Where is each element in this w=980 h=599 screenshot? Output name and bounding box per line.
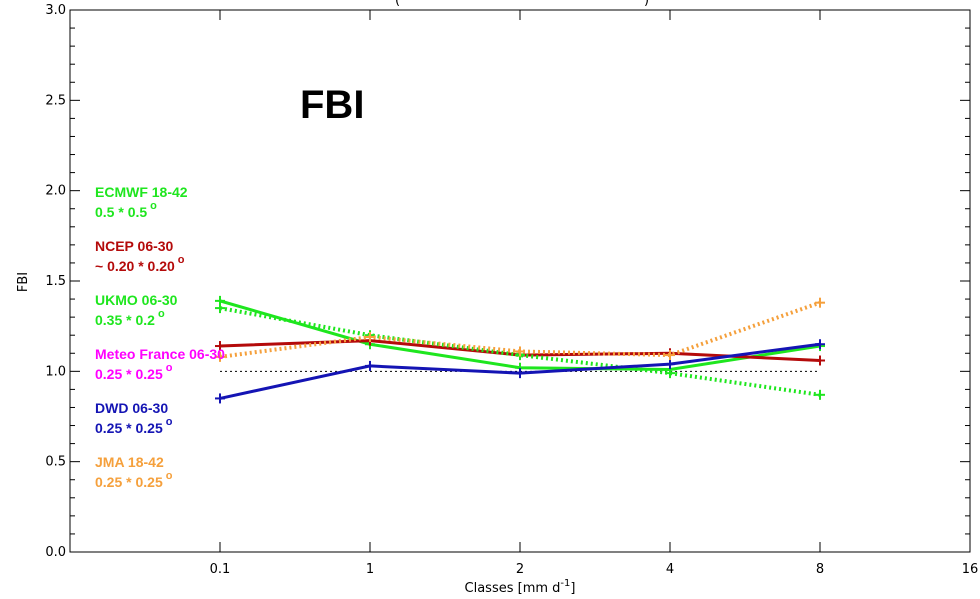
- x-axis: 0.1 1 2 4 8 16: [210, 10, 979, 577]
- y-tick-label: 1.5: [45, 274, 66, 289]
- data-point-marker: [515, 368, 525, 379]
- legend-resolution: 0.5 * 0.5 o: [95, 200, 157, 220]
- data-point-marker: [215, 341, 225, 352]
- data-point-marker: [215, 303, 225, 314]
- data-point-marker: [815, 297, 825, 308]
- legend-resolution: 0.35 * 0.2 o: [95, 308, 165, 328]
- data-point-marker: [665, 368, 675, 379]
- chart-title: FBI: [300, 83, 364, 127]
- legend-name: ECMWF 18-42: [95, 184, 188, 200]
- y-tick-label: 1.0: [45, 364, 66, 379]
- x-tick-label: 2: [516, 562, 524, 577]
- series-line-3: [219, 306, 821, 397]
- x-axis-title: Classes [mm d-1]: [465, 578, 576, 596]
- chart-top-title-fragment: ( ): [395, 0, 649, 8]
- y-tick-label: 2.5: [45, 93, 66, 108]
- data-point-marker: [215, 351, 225, 362]
- legend-resolution: 0.25 * 0.25 o: [95, 470, 173, 490]
- legend-resolution: 0.25 * 0.25 o: [95, 362, 173, 382]
- y-axis: 0.0 0.5 1.0 1.5 2.0 2.5 3.0: [45, 3, 970, 560]
- legend-name: Meteo France 06-30: [95, 346, 225, 362]
- legend-name: NCEP 06-30: [95, 238, 174, 254]
- legend-resolution: 0.25 * 0.25 o: [95, 416, 173, 436]
- x-tick-label: 16: [962, 562, 979, 577]
- series-line-6: [219, 300, 821, 359]
- y-tick-label: 0.0: [45, 545, 66, 560]
- legend-name: DWD 06-30: [95, 400, 168, 416]
- x-tick-label: 8: [816, 562, 824, 577]
- data-point-marker: [665, 350, 675, 361]
- y-tick-label: 0.5: [45, 455, 66, 470]
- y-axis-title: FBI: [16, 272, 31, 292]
- x-tick-label: 0.1: [210, 562, 231, 577]
- data-point-marker: [815, 389, 825, 400]
- legend-name: UKMO 06-30: [95, 292, 178, 308]
- y-tick-label: 2.0: [45, 184, 66, 199]
- y-tick-label: 3.0: [45, 3, 66, 18]
- legend-name: JMA 18-42: [95, 454, 164, 470]
- x-tick-label: 4: [666, 562, 674, 577]
- legend: ECMWF 18-420.5 * 0.5 o NCEP 06-30~ 0.20 * …: [95, 184, 225, 490]
- data-point-marker: [365, 332, 375, 343]
- data-point-marker: [215, 393, 225, 404]
- data-point-marker: [515, 346, 525, 357]
- data-point-marker: [365, 360, 375, 371]
- series-lines: [215, 295, 825, 404]
- plot-frame: [69, 9, 971, 553]
- data-point-marker: [815, 339, 825, 350]
- x-tick-label: 1: [366, 562, 374, 577]
- data-point-marker: [815, 355, 825, 366]
- legend-resolution: ~ 0.20 * 0.20 o: [95, 254, 185, 274]
- data-point-marker: [665, 359, 675, 370]
